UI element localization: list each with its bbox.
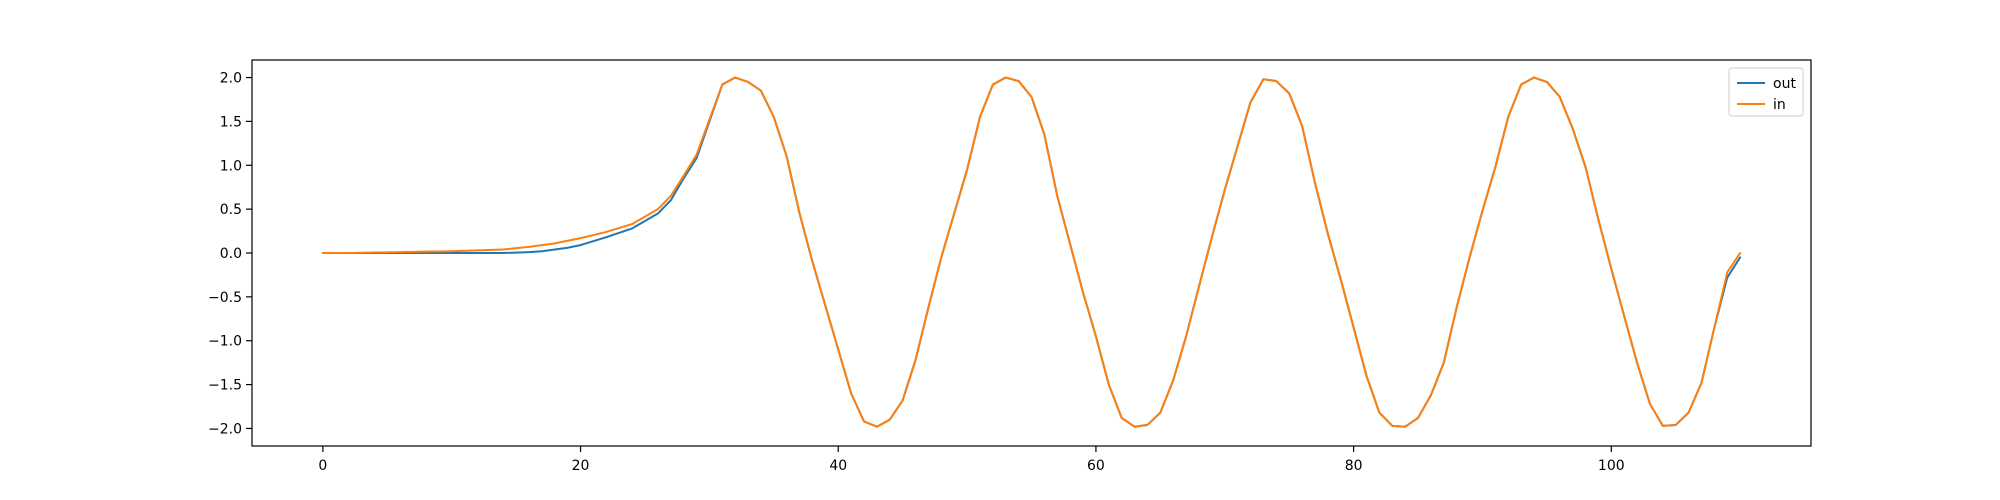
axes-frame bbox=[251, 59, 1812, 447]
y-tick-label: 1.0 bbox=[220, 158, 242, 174]
y-tick-label: −2.0 bbox=[208, 421, 242, 437]
axis-ticks: 0 20 40 60 80 100 −2.0 −1.5 −1.0 −0.5 0.0 0.5 1.0 1.5… bbox=[208, 71, 1625, 474]
legend: out in bbox=[1728, 67, 1804, 117]
x-tick-label: 0 bbox=[318, 458, 327, 474]
x-tick-label: 80 bbox=[1345, 458, 1363, 474]
x-tick-label: 40 bbox=[829, 458, 847, 474]
y-tick-label: −1.5 bbox=[208, 378, 242, 394]
y-tick-label: 2.0 bbox=[220, 71, 242, 87]
y-tick-label: 0.5 bbox=[220, 202, 242, 218]
y-tick-label: −1.0 bbox=[208, 334, 242, 350]
y-tick-label: 0.0 bbox=[220, 246, 242, 262]
y-tick-label: 1.5 bbox=[220, 114, 242, 130]
plot-area bbox=[321, 76, 1742, 428]
series-line-in bbox=[321, 76, 1742, 428]
x-tick-label: 60 bbox=[1087, 458, 1105, 474]
legend-label-out: out bbox=[1773, 76, 1796, 92]
y-tick-label: −0.5 bbox=[208, 290, 242, 306]
x-tick-label: 20 bbox=[572, 458, 590, 474]
legend-label-in: in bbox=[1773, 97, 1786, 113]
x-tick-label: 100 bbox=[1598, 458, 1625, 474]
